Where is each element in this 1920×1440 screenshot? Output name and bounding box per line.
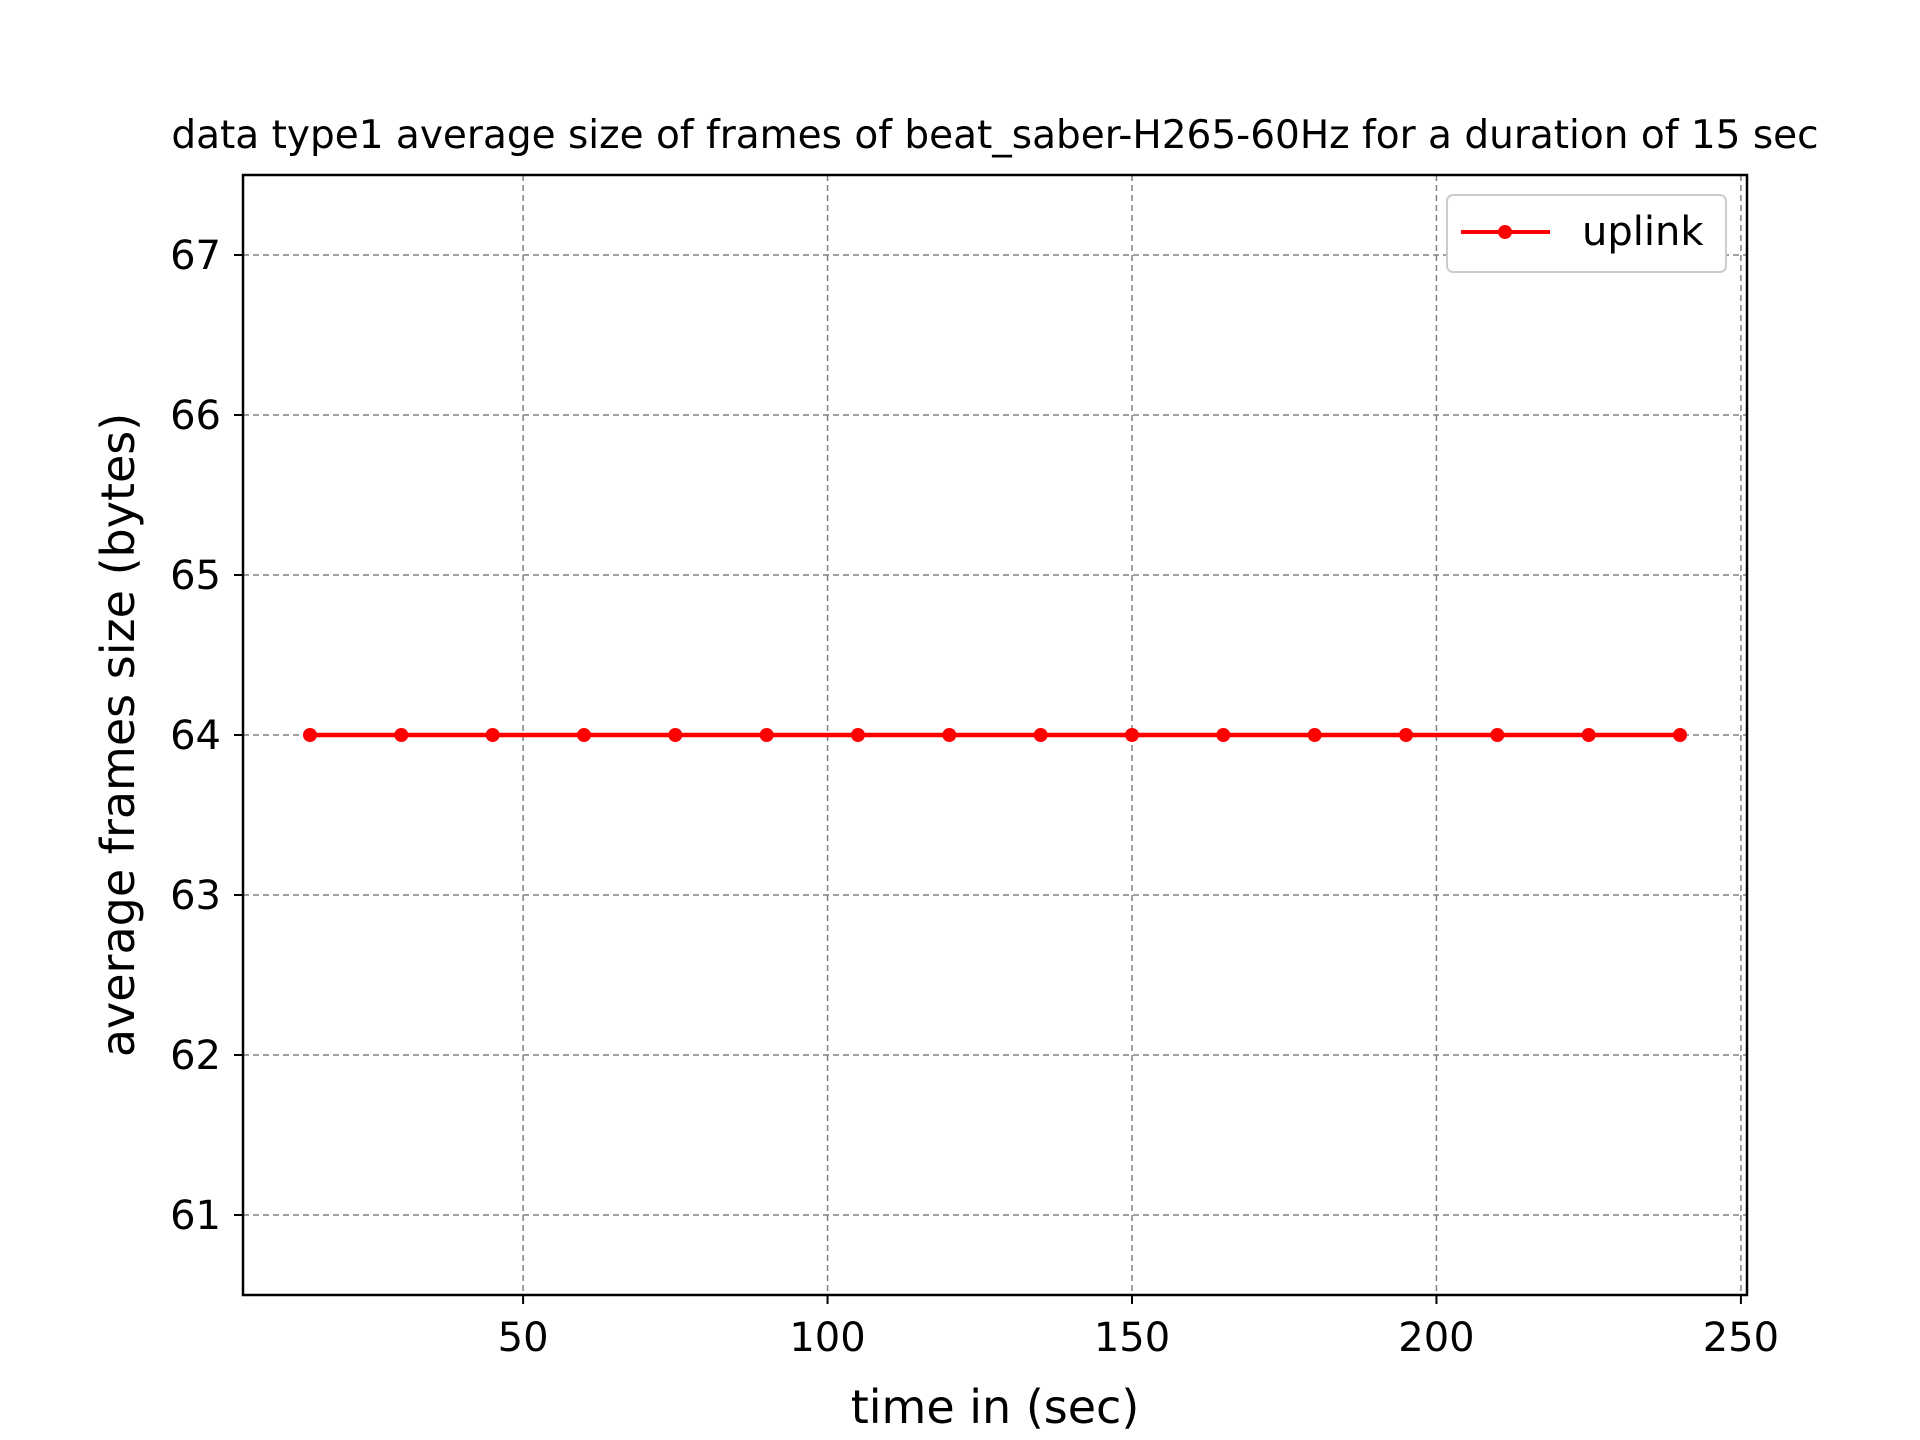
x-tick-label: 250 bbox=[1703, 1315, 1779, 1361]
data-point-uplink[interactable] bbox=[668, 728, 683, 742]
y-tick-label: 64 bbox=[170, 713, 221, 759]
data-point-uplink[interactable] bbox=[1490, 728, 1505, 742]
x-axis-title: time in (sec) bbox=[851, 1380, 1140, 1434]
y-tick-label: 62 bbox=[170, 1033, 221, 1079]
data-point-uplink[interactable] bbox=[1216, 728, 1231, 742]
series-layer bbox=[302, 728, 1688, 742]
data-point-uplink[interactable] bbox=[1307, 728, 1322, 742]
plot-area-frame bbox=[241, 173, 1749, 1297]
tick-layer: 50 100 150 200 250 61 62 63 64 65 66 67 bbox=[170, 233, 1779, 1361]
y-tick-label: 65 bbox=[170, 553, 221, 599]
x-tick-label: 50 bbox=[498, 1315, 549, 1361]
data-point-uplink[interactable] bbox=[576, 728, 591, 742]
legend-marker-uplink bbox=[1498, 225, 1512, 239]
data-point-uplink[interactable] bbox=[302, 728, 317, 742]
y-axis-title: average frames size (bytes) bbox=[91, 413, 145, 1057]
data-point-uplink[interactable] bbox=[1581, 728, 1596, 742]
y-tick-label: 67 bbox=[170, 233, 221, 279]
legend-box bbox=[1446, 194, 1727, 273]
x-tick-label: 200 bbox=[1398, 1315, 1474, 1361]
x-tick-label: 150 bbox=[1094, 1315, 1170, 1361]
data-point-uplink[interactable] bbox=[1125, 728, 1140, 742]
data-point-uplink[interactable] bbox=[485, 728, 500, 742]
data-point-uplink[interactable] bbox=[1033, 728, 1048, 742]
data-point-uplink[interactable] bbox=[759, 728, 774, 742]
x-tick-label: 100 bbox=[789, 1315, 865, 1361]
data-point-uplink[interactable] bbox=[942, 728, 957, 742]
data-point-uplink[interactable] bbox=[1673, 728, 1688, 742]
data-point-uplink[interactable] bbox=[1399, 728, 1414, 742]
chart-title: data type1 average size of frames of bea… bbox=[171, 113, 1818, 158]
data-point-uplink[interactable] bbox=[850, 728, 865, 742]
legend-label-uplink: uplink bbox=[1582, 209, 1704, 255]
data-point-uplink[interactable] bbox=[394, 728, 409, 742]
y-tick-label: 61 bbox=[170, 1193, 221, 1239]
legend[interactable]: uplink bbox=[1446, 194, 1727, 273]
y-tick-label: 63 bbox=[170, 873, 221, 919]
y-tick-label: 66 bbox=[170, 393, 221, 439]
